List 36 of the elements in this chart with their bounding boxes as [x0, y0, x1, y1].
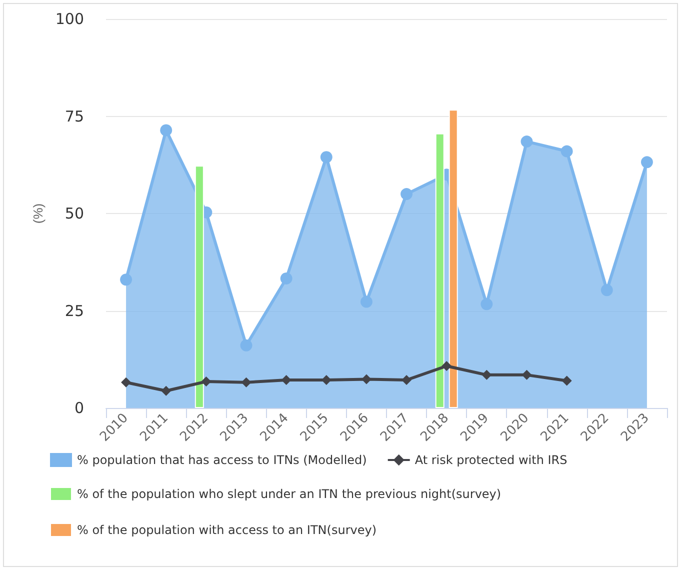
point — [522, 370, 532, 380]
point — [160, 124, 172, 136]
point — [120, 274, 132, 286]
point — [442, 360, 452, 371]
point — [400, 188, 413, 200]
legend-label: At risk protected with IRS — [414, 453, 568, 467]
bar — [194, 166, 204, 408]
y-tick-label: 75 — [64, 107, 84, 126]
legend-label: % of the population with access to an ITN(survey) — [77, 523, 377, 537]
point — [600, 284, 613, 296]
legend-label: % population that has access to ITNs (Modelled) — [77, 453, 367, 467]
point — [240, 339, 252, 352]
y-axis-title: (%) — [30, 203, 46, 224]
y-tick-label: 100 — [55, 10, 84, 28]
point — [360, 296, 372, 308]
point — [480, 298, 493, 310]
point — [520, 136, 533, 148]
point — [201, 376, 212, 387]
y-tick-label: 0 — [74, 399, 84, 417]
point — [161, 386, 172, 396]
point — [121, 377, 132, 388]
bar — [448, 110, 458, 408]
point — [640, 156, 653, 168]
point — [482, 370, 492, 380]
y-tick-label: 25 — [64, 302, 84, 320]
point — [281, 374, 292, 385]
y-tick-label: 50 — [64, 204, 84, 222]
point — [560, 145, 573, 158]
point — [562, 376, 572, 386]
point — [280, 272, 292, 284]
legend-label: % of the population who slept under an ITN the previous night(survey) — [77, 487, 502, 501]
point — [361, 374, 372, 384]
bar — [435, 133, 444, 408]
point — [241, 377, 252, 388]
point — [402, 374, 412, 385]
point — [320, 151, 332, 164]
